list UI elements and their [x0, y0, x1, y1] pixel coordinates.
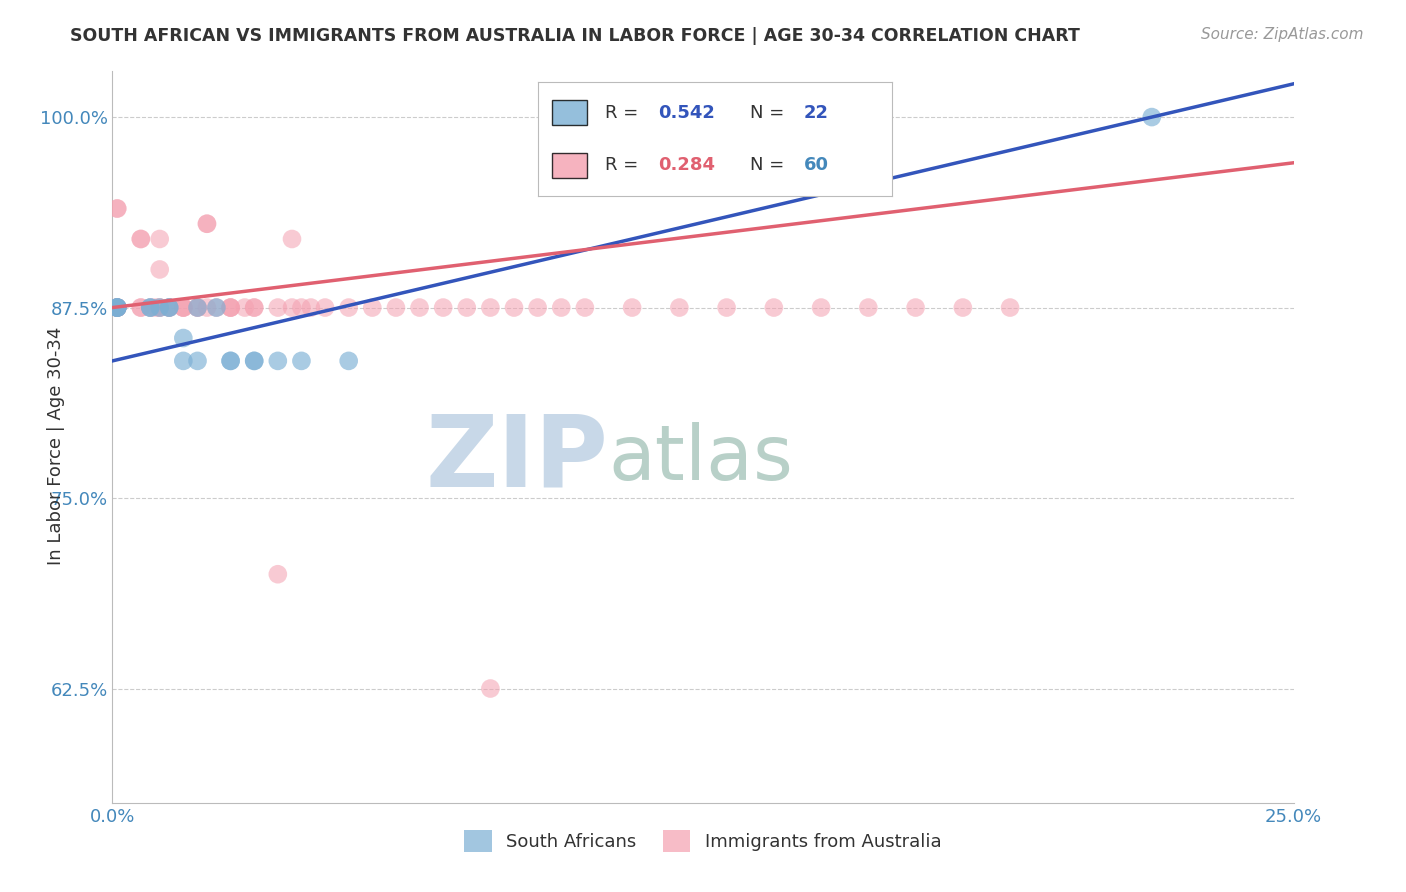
Point [195, 217, 218, 231]
Point [385, 301, 408, 315]
Point [337, 301, 360, 315]
Point [281, 301, 304, 315]
Point [998, 301, 1021, 315]
Point [219, 354, 242, 368]
Point [299, 301, 322, 315]
Point [243, 354, 266, 368]
Point [129, 301, 152, 315]
Point [267, 567, 290, 582]
Point [233, 301, 256, 315]
Text: ZIP: ZIP [426, 410, 609, 508]
Point [432, 301, 454, 315]
Point [290, 354, 312, 368]
Point [456, 301, 478, 315]
Point [361, 301, 384, 315]
Point [219, 301, 242, 315]
Point [243, 354, 266, 368]
Point [281, 232, 304, 246]
Point [129, 232, 152, 246]
Point [243, 301, 266, 315]
Point [139, 301, 162, 315]
Point [952, 301, 974, 315]
Point [157, 301, 180, 315]
Point [105, 202, 128, 216]
Point [526, 301, 548, 315]
Point [205, 301, 228, 315]
Point [195, 217, 218, 231]
Point [157, 301, 180, 315]
Point [105, 301, 128, 315]
Point [172, 331, 194, 345]
Text: atlas: atlas [609, 422, 793, 496]
Point [621, 301, 644, 315]
Point [314, 301, 336, 315]
Point [105, 301, 128, 315]
Point [186, 301, 208, 315]
Point [172, 301, 194, 315]
Point [139, 301, 162, 315]
Point [172, 301, 194, 315]
Point [290, 301, 312, 315]
Point [186, 354, 208, 368]
Point [479, 301, 502, 315]
Legend: South Africans, Immigrants from Australia: South Africans, Immigrants from Australi… [457, 823, 949, 860]
Point [149, 301, 172, 315]
Point [172, 301, 194, 315]
Point [143, 301, 166, 315]
Point [219, 301, 242, 315]
Point [479, 681, 502, 696]
Point [267, 354, 290, 368]
Point [105, 301, 128, 315]
Point [157, 301, 180, 315]
Point [810, 301, 832, 315]
Point [149, 262, 172, 277]
Point [337, 354, 360, 368]
Text: Source: ZipAtlas.com: Source: ZipAtlas.com [1201, 27, 1364, 42]
Point [574, 301, 596, 315]
Point [139, 301, 162, 315]
Point [149, 232, 172, 246]
Point [205, 301, 228, 315]
Point [219, 301, 242, 315]
Point [105, 301, 128, 315]
Point [267, 301, 290, 315]
Point [408, 301, 430, 315]
Point [157, 301, 180, 315]
Point [105, 301, 128, 315]
Point [105, 301, 128, 315]
Point [243, 301, 266, 315]
Point [105, 202, 128, 216]
Point [105, 301, 128, 315]
Point [129, 301, 152, 315]
Point [762, 301, 785, 315]
Point [105, 301, 128, 315]
Point [186, 301, 208, 315]
Point [503, 301, 526, 315]
Point [195, 301, 218, 315]
Point [149, 301, 172, 315]
Point [668, 301, 690, 315]
Point [716, 301, 738, 315]
Point [904, 301, 927, 315]
Text: In Labor Force | Age 30-34: In Labor Force | Age 30-34 [48, 326, 65, 566]
Point [172, 354, 194, 368]
Point [129, 232, 152, 246]
Point [1140, 110, 1163, 124]
Point [186, 301, 208, 315]
Point [858, 301, 880, 315]
Text: SOUTH AFRICAN VS IMMIGRANTS FROM AUSTRALIA IN LABOR FORCE | AGE 30-34 CORRELATIO: SOUTH AFRICAN VS IMMIGRANTS FROM AUSTRAL… [70, 27, 1080, 45]
Point [105, 301, 128, 315]
Point [550, 301, 572, 315]
Point [219, 354, 242, 368]
Point [149, 301, 172, 315]
